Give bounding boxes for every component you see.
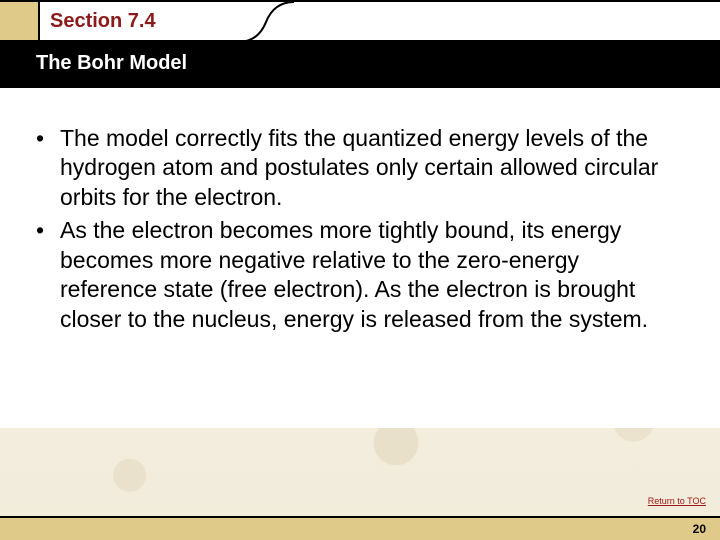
bullet-list: The model correctly fits the quantized e… — [36, 124, 676, 334]
page-number: 20 — [693, 522, 706, 536]
slide-title: The Bohr Model — [36, 52, 187, 74]
bullet-item: As the electron becomes more tightly bou… — [36, 216, 676, 334]
tab-curve-decoration — [238, 2, 294, 42]
slide-content-area: The model correctly fits the quantized e… — [0, 88, 720, 428]
section-tab-square — [0, 2, 40, 40]
footer-band: 20 — [0, 516, 720, 540]
section-header-band: Section 7.4 — [0, 0, 720, 42]
slide-title-band: The Bohr Model — [0, 42, 720, 88]
section-label: Section 7.4 — [40, 10, 156, 33]
bullet-item: The model correctly fits the quantized e… — [36, 124, 676, 212]
return-to-toc-link[interactable]: Return to TOC — [648, 496, 706, 506]
